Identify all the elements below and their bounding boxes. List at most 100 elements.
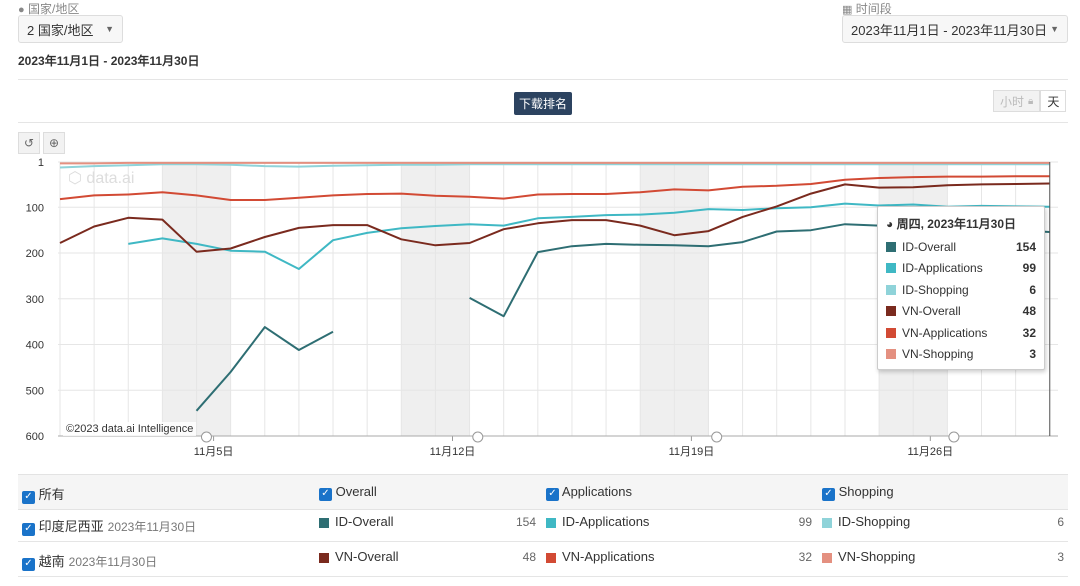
series-swatch (319, 517, 329, 528)
legend-series-item[interactable]: ID-Shopping (822, 514, 910, 529)
y-tick-label: 400 (26, 340, 44, 352)
series-line (128, 202, 1050, 270)
divider (18, 79, 1068, 80)
y-tick-label: 200 (26, 248, 44, 260)
legend-country-toggle[interactable]: ✓ 印度尼西亚 2023年11月30日 (22, 516, 196, 536)
legend-series-item[interactable]: ID-Overall (319, 514, 394, 529)
checkbox-icon: ✓ (319, 487, 332, 501)
tooltip-header: ◕ 周四, 2023年11月30日 (878, 207, 1044, 236)
series-swatch (822, 517, 832, 528)
annotation-marker (472, 431, 484, 443)
series-swatch (886, 349, 896, 360)
tooltip-row: ID-Overall 154 (878, 236, 1044, 258)
watermark-logo: ⬡ data.ai (68, 168, 134, 188)
legend-series-value: 6 (1057, 515, 1064, 529)
legend-country-name: 越南 (38, 554, 65, 569)
legend-series-name: ID-Overall (335, 514, 394, 529)
tooltip-series-name: ID-Shopping (902, 282, 969, 297)
tooltip-row: VN-Applications 32 (878, 322, 1044, 344)
tooltip-row: ID-Applications 99 (878, 258, 1044, 280)
copyright: ©2023 data.ai Intelligence (63, 422, 197, 436)
legend-country-date: 2023年11月30日 (68, 555, 158, 569)
legend-check-overall[interactable]: ✓ Overall (319, 484, 377, 501)
chevron-down-icon: ▼ (105, 24, 114, 34)
x-axis-ticks: 11月5日 11月12日 11月19日 11月26日 (58, 435, 1058, 458)
legend-shopping-label: Shopping (838, 484, 894, 499)
y-tick-label: 100 (26, 202, 44, 214)
series-line (59, 163, 1050, 169)
tooltip-series-name: VN-Applications (902, 325, 988, 340)
zoom-button[interactable]: ⊕ (43, 132, 65, 154)
region-label-text: 国家/地区 (28, 2, 80, 16)
checkbox-icon: ✓ (546, 487, 559, 501)
legend-all-label: 所有 (38, 487, 65, 502)
series-swatch (319, 552, 329, 563)
period-filter-label: ▦ 时间段 (842, 0, 892, 17)
series-swatch (546, 552, 556, 563)
legend-country-name: 印度尼西亚 (38, 519, 104, 534)
granularity-day[interactable]: 天 (1040, 90, 1067, 112)
tooltip-series-name: VN-Overall (902, 304, 961, 319)
period-select[interactable]: 2023年11月1日 - 2023年11月30日 ▼ (842, 15, 1068, 43)
legend-country-toggle[interactable]: ✓ 越南 2023年11月30日 (22, 551, 157, 571)
calendar-icon: ▦ (842, 4, 853, 16)
series-swatch (886, 327, 896, 338)
region-filter-label: ● 国家/地区 (18, 0, 79, 17)
legend-applications-label: Applications (561, 484, 633, 499)
legend-series-name: VN-Overall (335, 549, 399, 564)
region-select-value: 2 国家/地区 (27, 22, 94, 38)
annotation-marker (711, 431, 723, 443)
y-tick-label: 300 (26, 294, 44, 306)
tooltip-series-value: 48 (1022, 304, 1036, 319)
legend-series-item[interactable]: ID-Applications (546, 514, 649, 529)
divider (18, 541, 1068, 542)
download-rank-button[interactable]: 下载排名 (514, 92, 573, 115)
cube-icon: ⬡ (68, 170, 82, 187)
lock-icon: 🔒︎ (1028, 95, 1034, 107)
tooltip-series-value: 32 (1022, 325, 1036, 340)
y-tick-label: 1 (38, 157, 44, 169)
legend-series-value: 99 (798, 515, 812, 529)
tooltip-rows: ID-Overall 154 ID-Applications 99 ID-Shoppin… (878, 236, 1044, 365)
reset-zoom-button[interactable]: ↺ (18, 132, 40, 154)
legend-series-item[interactable]: VN-Applications (546, 549, 655, 564)
x-tick-label: 11月19日 (669, 446, 715, 458)
x-tick-label: 11月26日 (907, 446, 953, 458)
legend-series-value: 32 (798, 550, 812, 564)
tooltip-row: VN-Shopping 3 (878, 344, 1044, 366)
tooltip-row: ID-Shopping 6 (878, 279, 1044, 301)
tooltip-series-value: 3 (1029, 347, 1036, 362)
undo-icon: ↺ (23, 136, 35, 150)
series-swatch (886, 263, 896, 274)
legend-header (18, 474, 1068, 510)
globe-icon: ◕ (886, 217, 894, 231)
checkbox-icon: ✓ (22, 490, 35, 504)
chart-tooltip: ◕ 周四, 2023年11月30日 ID-Overall 154 ID-Applic… (877, 206, 1045, 370)
annotation-markers (200, 431, 960, 443)
series-line (59, 175, 1050, 201)
legend-series-name: VN-Shopping (838, 549, 916, 564)
period-select-value: 2023年11月1日 - 2023年11月30日 (851, 22, 1048, 38)
checkbox-icon: ✓ (22, 557, 35, 571)
granularity-toggle: 小时 🔒︎ 天 (993, 90, 1067, 112)
region-select[interactable]: 2 国家/地区 ▼ (18, 15, 123, 43)
divider (18, 122, 1068, 123)
range-title: 2023年11月1日 - 2023年11月30日 (18, 54, 200, 68)
checkbox-icon: ✓ (22, 522, 35, 536)
legend-check-all[interactable]: ✓ 所有 (22, 484, 65, 504)
legend-check-shopping[interactable]: ✓ Shopping (822, 484, 894, 501)
legend-series-value: 48 (522, 550, 536, 564)
tooltip-series-name: ID-Applications (902, 261, 983, 276)
legend-series-item[interactable]: VN-Shopping (822, 549, 915, 564)
legend-series-item[interactable]: VN-Overall (319, 549, 399, 564)
tooltip-row: VN-Overall 48 (878, 301, 1044, 323)
x-tick-label: 11月12日 (430, 446, 476, 458)
zoom-icon: ⊕ (48, 136, 60, 150)
legend-series-name: ID-Applications (562, 514, 650, 529)
legend-check-applications[interactable]: ✓ Applications (546, 484, 632, 501)
granularity-hour[interactable]: 小时 🔒︎ (993, 90, 1041, 112)
tooltip-series-name: ID-Overall (902, 239, 957, 254)
x-tick-label: 11月5日 (194, 446, 234, 458)
tooltip-series-name: VN-Shopping (902, 347, 974, 362)
legend-series-value: 154 (515, 515, 536, 529)
